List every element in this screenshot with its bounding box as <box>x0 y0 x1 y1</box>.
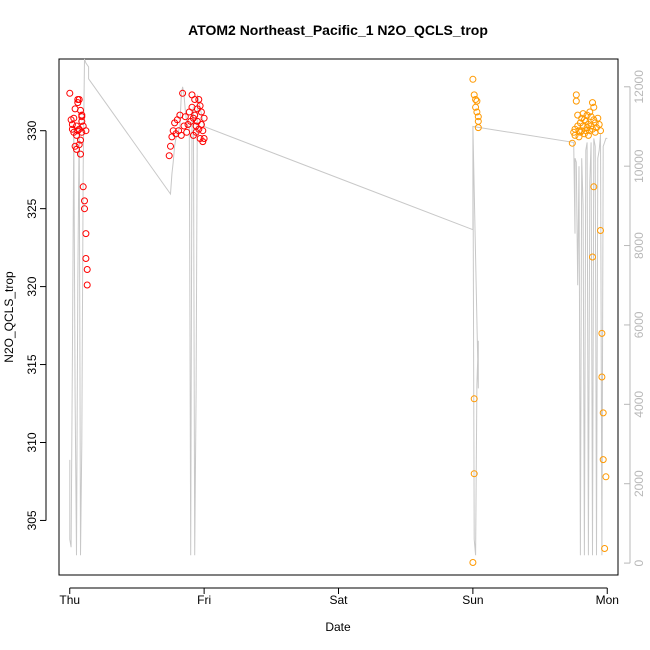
y-tick-label: 310 <box>25 432 39 452</box>
data-point <box>597 127 604 135</box>
data-point <box>200 135 208 142</box>
data-point <box>177 131 185 139</box>
data-point <box>83 266 91 273</box>
data-point <box>195 96 203 103</box>
data-point <box>75 96 83 103</box>
data-point <box>474 124 482 132</box>
data-point <box>598 329 606 337</box>
data-point <box>470 395 478 403</box>
data-point <box>199 138 207 146</box>
data-point <box>199 127 207 135</box>
data-point <box>191 111 199 119</box>
data-point <box>571 131 579 139</box>
data-point <box>601 545 609 552</box>
y2-tick-label: 10000 <box>632 149 646 183</box>
data-point <box>469 75 477 83</box>
data-point <box>599 409 607 417</box>
y-tick-label: 325 <box>25 198 39 218</box>
y2-tick-label: 8000 <box>632 232 646 259</box>
x-axis: Thu Fri Sat Sun Mon <box>59 587 619 607</box>
y-tick-label: 320 <box>25 276 39 296</box>
data-point <box>79 183 87 191</box>
data-point <box>78 111 86 119</box>
data-point <box>599 456 607 464</box>
data-point <box>572 97 580 105</box>
data-point <box>179 89 187 97</box>
data-point <box>83 281 91 289</box>
data-point <box>589 253 596 261</box>
y2-tick-label: 2000 <box>632 470 646 497</box>
data-point <box>183 128 191 136</box>
x-tick-label: Mon <box>596 593 619 607</box>
data-point <box>78 128 86 136</box>
data-point <box>81 197 88 205</box>
data-point <box>180 122 188 130</box>
data-point <box>473 97 481 105</box>
data-point <box>590 103 598 111</box>
data-point <box>197 108 205 116</box>
data-point <box>597 227 604 234</box>
altitude-line-path <box>69 58 608 556</box>
data-point <box>470 91 478 99</box>
data-point <box>75 141 83 149</box>
y-axis-label: N2O_QCLS_trop <box>2 271 16 363</box>
data-point <box>70 114 78 122</box>
data-point <box>200 114 208 122</box>
plot-area-frame <box>58 58 619 576</box>
altitude-line <box>69 58 608 556</box>
data-point <box>590 183 598 191</box>
data-point <box>472 96 480 103</box>
data-point <box>66 89 74 97</box>
y-axis-left: 305 310 315 320 325 330 <box>25 120 47 530</box>
y2-tick-label: 6000 <box>632 311 646 338</box>
data-point <box>77 106 84 114</box>
data-point <box>584 131 592 139</box>
y2-tick-label: 0 <box>632 559 646 566</box>
data-point <box>167 142 174 150</box>
y2-tick-label: 4000 <box>632 391 646 418</box>
x-tick-label: Sat <box>329 593 348 607</box>
data-point <box>474 113 482 121</box>
y2-tick-label: 12000 <box>632 70 646 104</box>
data-point <box>82 127 90 135</box>
data-point <box>165 152 173 160</box>
data-point <box>73 131 80 139</box>
data-point <box>575 127 583 135</box>
data-point <box>191 96 199 103</box>
data-point <box>82 230 90 238</box>
data-point <box>168 133 176 141</box>
data-point <box>81 205 88 213</box>
data-point <box>602 473 610 481</box>
data-point <box>594 114 602 122</box>
data-points <box>66 75 610 566</box>
data-point <box>77 136 84 144</box>
y-tick-label: 305 <box>25 510 39 530</box>
data-point <box>74 127 82 135</box>
y-tick-label: 330 <box>25 120 39 140</box>
data-point <box>572 91 580 99</box>
x-tick-label: Thu <box>59 593 80 607</box>
data-point <box>68 121 76 128</box>
y-tick-label: 315 <box>25 354 39 374</box>
x-tick-label: Fri <box>197 593 211 607</box>
data-point <box>473 108 481 116</box>
data-point <box>82 255 90 262</box>
y-axis-right: 0 2000 4000 6000 8000 10000 12000 <box>624 70 646 566</box>
chart-title: ATOM2 Northeast_Pacific_1 N2O_QCLS_trop <box>188 22 488 38</box>
data-point <box>589 99 596 107</box>
data-point <box>469 559 477 566</box>
x-tick-label: Sun <box>462 593 483 607</box>
data-point <box>77 150 84 158</box>
data-point <box>470 470 478 478</box>
data-point <box>598 373 606 381</box>
data-point <box>568 139 576 147</box>
data-point <box>586 108 594 116</box>
x-axis-label: Date <box>325 620 351 634</box>
data-point <box>181 113 189 121</box>
